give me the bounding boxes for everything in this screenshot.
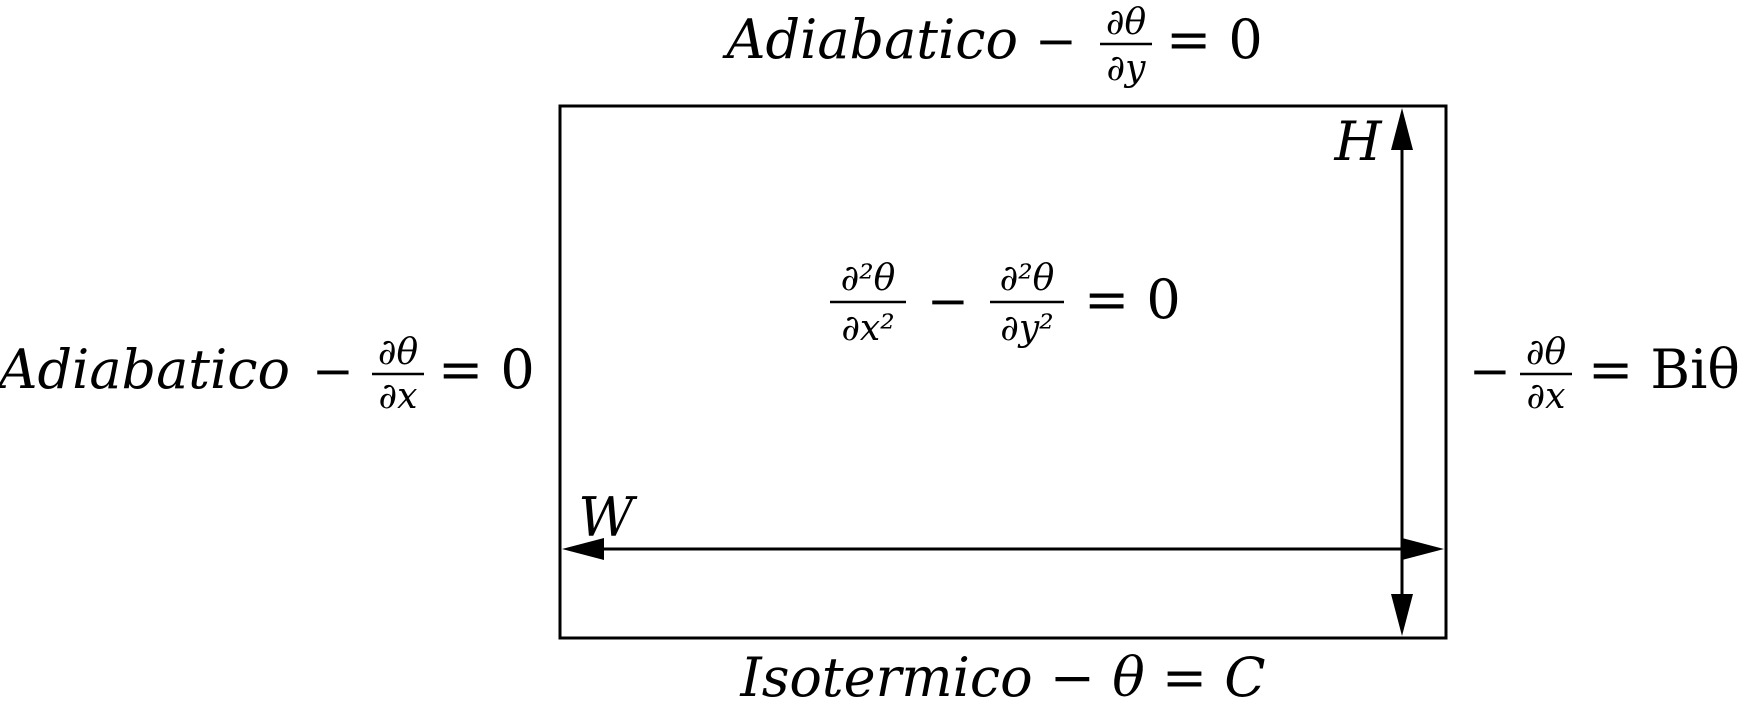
top-condition-frac-den: ∂y (1107, 48, 1147, 89)
equation-minus: − (927, 272, 969, 330)
top-boundary-condition: Adiabatico − ∂θ ∂y = 0 (721, 2, 1262, 89)
equation-frac1-num: ∂²θ (841, 258, 896, 299)
domain-rectangle (558, 104, 1448, 640)
top-condition-rhs: = 0 (1166, 8, 1263, 71)
right-boundary-condition: − ∂θ ∂x = Biθ (1469, 332, 1740, 417)
bottom-boundary-condition: Isotermico − θ = C (739, 646, 1265, 706)
governing-equation: ∂²θ ∂x² − ∂²θ ∂y² = 0 (830, 258, 1181, 349)
width-arrow-right-icon (1402, 538, 1444, 560)
left-boundary-condition: Adiabatico − ∂θ ∂x = 0 (0, 332, 535, 417)
height-label: H (1333, 110, 1382, 173)
left-condition-minus: − (312, 342, 354, 400)
left-condition-frac-den: ∂x (379, 376, 418, 417)
equation-frac2-den: ∂y² (1000, 308, 1053, 349)
width-dimension: W (562, 486, 1444, 560)
right-condition-minus: − (1469, 342, 1511, 400)
right-condition-frac-num: ∂θ (1526, 332, 1567, 373)
left-condition-word: Adiabatico (0, 338, 290, 401)
equation-frac2-num: ∂²θ (1000, 258, 1055, 299)
right-condition-rhs: = Biθ (1588, 338, 1740, 401)
top-condition-frac-num: ∂θ (1106, 2, 1147, 43)
height-arrow-up-icon (1391, 108, 1413, 150)
top-condition-word: Adiabatico (721, 8, 1018, 71)
height-dimension: H (1333, 108, 1413, 636)
width-label: W (578, 486, 638, 549)
width-arrow-left-icon (562, 538, 604, 560)
height-arrow-down-icon (1391, 594, 1413, 636)
left-condition-frac-num: ∂θ (378, 332, 419, 373)
right-condition-frac-den: ∂x (1527, 376, 1566, 417)
top-condition-minus: − (1035, 12, 1077, 70)
equation-rhs: = 0 (1084, 268, 1181, 331)
left-condition-rhs: = 0 (438, 338, 535, 401)
equation-frac1-den: ∂x² (841, 308, 894, 349)
